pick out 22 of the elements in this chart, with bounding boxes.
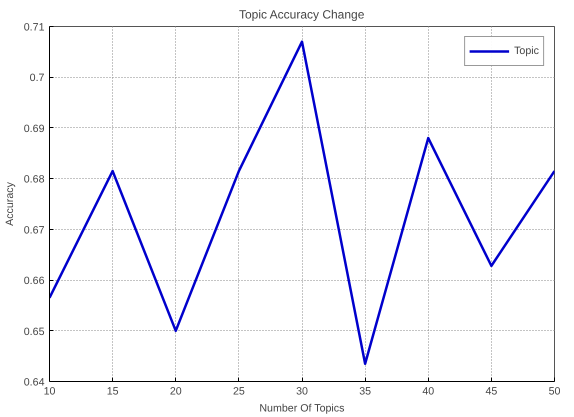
y-tick-label: 0.68 bbox=[24, 174, 45, 186]
x-tick-label: 35 bbox=[359, 386, 372, 398]
x-tick-label: 40 bbox=[422, 386, 434, 398]
y-tick-label: 0.64 bbox=[24, 376, 45, 388]
x-tick-label: 15 bbox=[106, 386, 119, 398]
y-tick-label: 0.67 bbox=[24, 224, 45, 236]
x-tick-label: 10 bbox=[44, 386, 56, 398]
x-tick-label: 45 bbox=[485, 386, 498, 398]
y-tick-label: 0.71 bbox=[24, 22, 45, 34]
y-tick-label: 0.65 bbox=[24, 326, 45, 338]
legend-label: Topic bbox=[514, 45, 539, 57]
x-tick-label: 30 bbox=[296, 386, 308, 398]
y-axis-title: Accuracy bbox=[4, 181, 16, 226]
x-tick-label: 25 bbox=[232, 386, 245, 398]
chart-title: Topic Accuracy Change bbox=[238, 8, 365, 22]
y-tick-label: 0.66 bbox=[24, 275, 45, 288]
x-axis-title: Number Of Topics bbox=[259, 402, 344, 414]
y-tick-label: 0.69 bbox=[24, 122, 45, 135]
line-series bbox=[50, 40, 554, 365]
x-tick-label: 50 bbox=[548, 386, 560, 398]
x-tick-label: 20 bbox=[170, 386, 182, 398]
y-tick-label: 0.7 bbox=[30, 72, 45, 84]
